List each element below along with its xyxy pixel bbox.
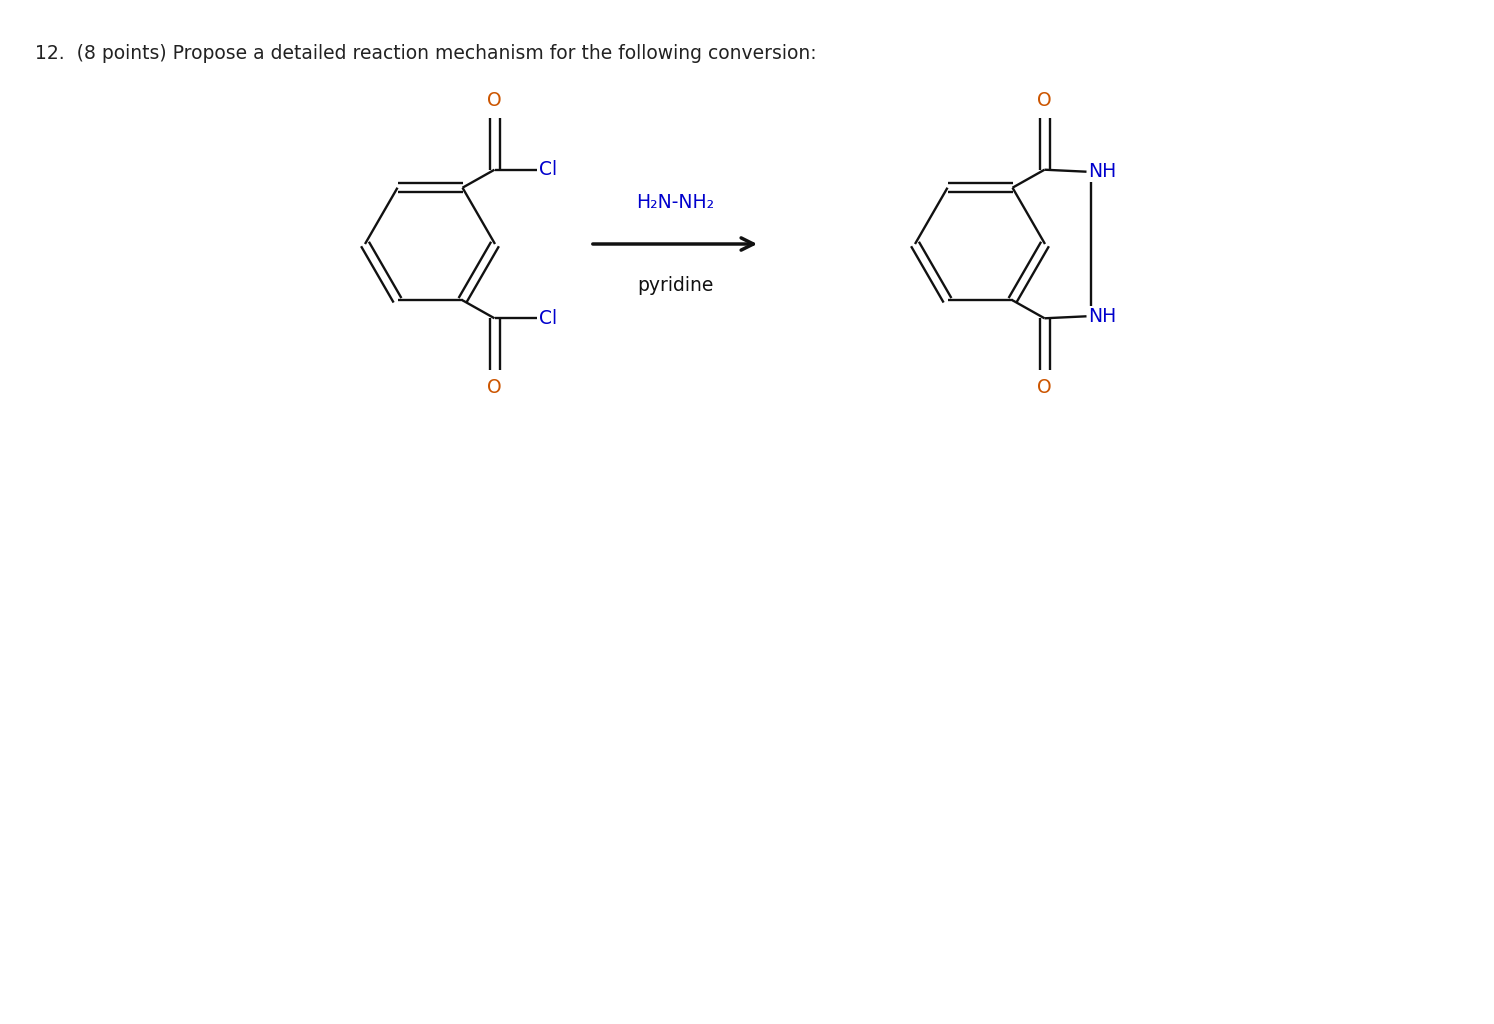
Text: pyridine: pyridine [636,276,713,295]
Text: O: O [487,378,502,397]
Text: H₂N-NH₂: H₂N-NH₂ [636,193,714,212]
Text: NH: NH [1089,162,1116,181]
Text: Cl: Cl [538,160,557,179]
Text: NH: NH [1089,307,1116,326]
Text: Cl: Cl [538,309,557,328]
Text: 12.  (8 points) Propose a detailed reaction mechanism for the following conversi: 12. (8 points) Propose a detailed reacti… [34,44,817,63]
Text: O: O [487,91,502,110]
Text: O: O [1037,91,1052,110]
Text: O: O [1037,378,1052,397]
